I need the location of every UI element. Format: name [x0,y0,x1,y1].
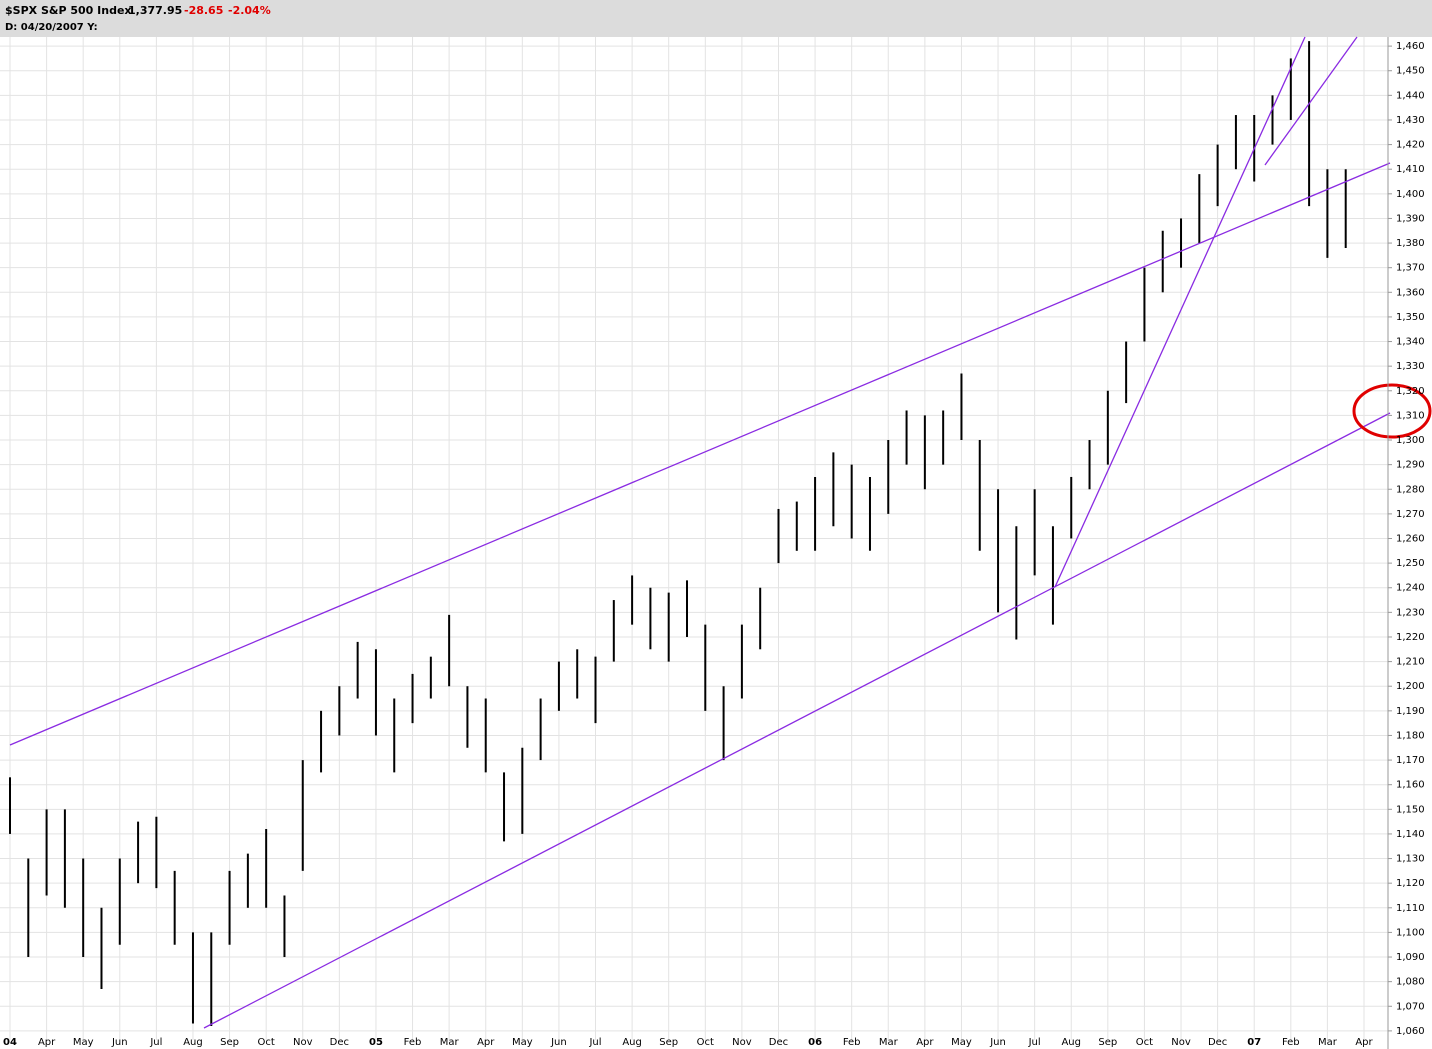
y-tick-label: 1,200 [1396,681,1425,692]
x-tick-label: Jun [111,1037,128,1048]
y-tick-label: 1,100 [1396,927,1425,938]
y-tick-label: 1,380 [1396,238,1425,249]
x-tick-label: Mar [1318,1037,1338,1048]
y-tick-label: 1,080 [1396,977,1425,988]
y-tick-label: 1,120 [1396,878,1425,889]
y-tick-label: 1,400 [1396,189,1425,200]
y-tick-label: 1,060 [1396,1026,1425,1037]
y-tick-label: 1,340 [1396,337,1425,348]
trendlines [9,36,1391,1029]
y-tick-label: 1,430 [1396,115,1425,126]
x-tick-label: Dec [1208,1037,1227,1048]
trendline [9,162,1391,746]
x-tick-label: Dec [330,1037,349,1048]
trendline [203,412,1391,1029]
header-bg [0,0,1432,37]
x-tick-label: Mar [440,1037,460,1048]
y-tick-label: 1,420 [1396,140,1425,151]
y-tick-label: 1,280 [1396,484,1425,495]
x-tick-label: Jul [588,1037,601,1048]
x-tick-label: May [951,1037,972,1048]
y-tick-label: 1,130 [1396,854,1425,865]
x-tick-label: Apr [916,1037,934,1048]
x-tick-label: Feb [1282,1037,1300,1048]
y-tick-label: 1,150 [1396,804,1425,815]
x-tick-label: Mar [879,1037,899,1048]
y-tick-label: 1,140 [1396,829,1425,840]
x-tick-label: 07 [1247,1037,1261,1048]
y-tick-label: 1,300 [1396,435,1425,446]
y-tick-label: 1,240 [1396,583,1425,594]
x-tick-label: May [73,1037,94,1048]
x-tick-label: 04 [3,1037,17,1048]
last-price: 1,377.95 [128,4,182,17]
x-tick-label: Apr [38,1037,56,1048]
x-tick-label: Sep [1098,1037,1117,1048]
x-tick-label: Apr [477,1037,495,1048]
y-tick-label: 1,250 [1396,558,1425,569]
y-tick-label: 1,110 [1396,903,1425,914]
y-tick-label: 1,070 [1396,1001,1425,1012]
x-tick-label: Sep [659,1037,678,1048]
x-tick-label: Oct [1136,1037,1153,1048]
x-tick-label: Jul [149,1037,162,1048]
x-tick-label: 06 [808,1037,822,1048]
y-tick-label: 1,170 [1396,755,1425,766]
change: -28.65 [184,4,223,17]
x-tick-label: Aug [1061,1037,1081,1048]
y-tick-label: 1,180 [1396,730,1425,741]
cursor-label: D: 04/20/2007 Y: [5,22,98,33]
y-tick-label: 1,220 [1396,632,1425,643]
x-tick-label: Nov [293,1037,313,1048]
y-tick-label: 1,330 [1396,361,1425,372]
y-tick-label: 1,460 [1396,41,1425,52]
x-tick-label: Aug [622,1037,642,1048]
y-tick-label: 1,160 [1396,780,1425,791]
y-tick-label: 1,230 [1396,607,1425,618]
x-tick-label: Jul [1028,1037,1041,1048]
x-tick-label: Oct [697,1037,714,1048]
x-tick-label: 05 [369,1037,383,1048]
y-tick-label: 1,260 [1396,534,1425,545]
y-tick-label: 1,210 [1396,657,1425,668]
x-tick-label: Apr [1355,1037,1373,1048]
x-tick-label: Jun [989,1037,1006,1048]
y-tick-label: 1,390 [1396,213,1425,224]
bars [9,41,1347,1026]
y-tick-label: 1,090 [1396,952,1425,963]
x-tick-label: Nov [1171,1037,1191,1048]
y-tick-label: 1,190 [1396,706,1425,717]
trendline [1264,36,1358,166]
y-tick-label: 1,270 [1396,509,1425,520]
x-tick-label: Feb [843,1037,861,1048]
x-tick-label: Oct [258,1037,275,1048]
x-tick-label: Feb [404,1037,422,1048]
trendline [1054,36,1306,588]
x-tick-label: Jun [550,1037,567,1048]
highlight-circle [1352,383,1432,439]
chart-title: $SPX S&P 500 Index [5,4,132,17]
y-tick-label: 1,450 [1396,66,1425,77]
y-tick-label: 1,440 [1396,90,1425,101]
x-tick-label: May [512,1037,533,1048]
x-tick-label: Aug [183,1037,203,1048]
change-pct: -2.04% [228,4,271,17]
y-tick-label: 1,370 [1396,263,1425,274]
y-tick-label: 1,290 [1396,460,1425,471]
x-tick-label: Dec [769,1037,788,1048]
x-tick-label: Sep [220,1037,239,1048]
y-tick-label: 1,350 [1396,312,1425,323]
x-tick-label: Nov [732,1037,752,1048]
y-tick-label: 1,310 [1396,410,1425,421]
y-tick-label: 1,320 [1396,386,1425,397]
y-tick-label: 1,360 [1396,287,1425,298]
y-tick-label: 1,410 [1396,164,1425,175]
